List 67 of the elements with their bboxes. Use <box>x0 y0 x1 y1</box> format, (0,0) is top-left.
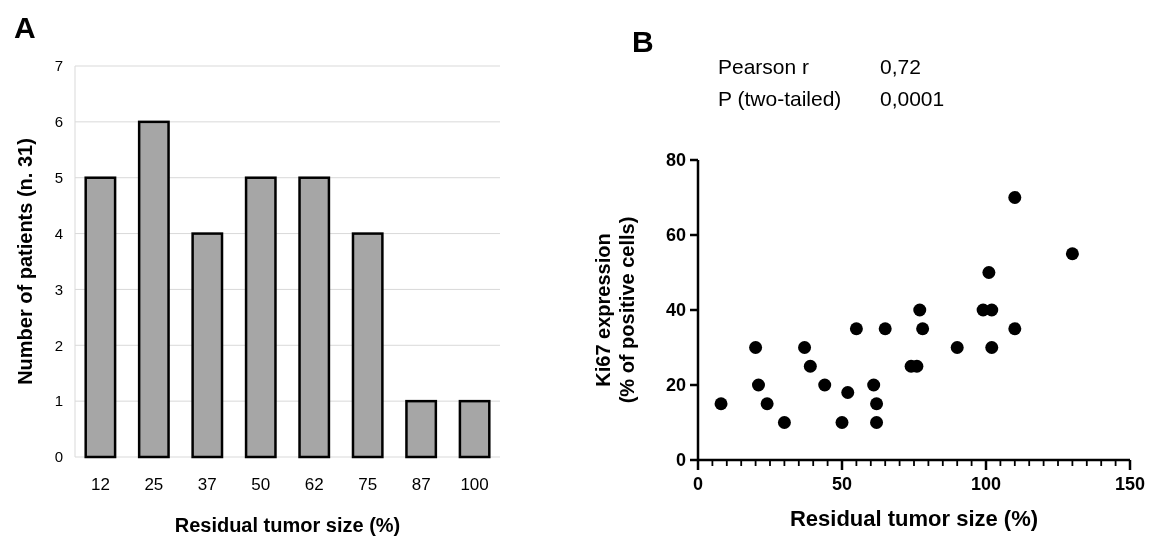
x-tick-label: 100 <box>460 475 489 494</box>
y-tick-label: 20 <box>665 375 686 396</box>
bar <box>244 176 277 459</box>
point <box>714 397 728 411</box>
point <box>878 322 892 336</box>
point <box>1008 322 1022 336</box>
point <box>985 341 999 354</box>
text: 0,0001 <box>880 87 945 110</box>
x-axis-title: Residual tumor size (%) <box>789 506 1039 531</box>
text: P (two-tailed) <box>718 87 842 110</box>
point <box>913 303 927 317</box>
bar <box>84 176 117 459</box>
x-tick-label: 25 <box>144 475 164 494</box>
x-tick-label: 62 <box>304 475 324 494</box>
point <box>870 416 884 429</box>
bar <box>137 120 170 459</box>
y-tick-label: 0 <box>54 448 63 466</box>
y-tick-label: 4 <box>54 224 63 242</box>
y-tick-label: 7 <box>54 57 63 75</box>
x-tick-label: 87 <box>411 475 431 494</box>
point <box>870 397 884 411</box>
y-tick-label: 2 <box>54 336 63 354</box>
point <box>867 378 881 392</box>
text: B <box>632 25 654 58</box>
point <box>1065 247 1079 261</box>
point <box>841 386 855 399</box>
point <box>950 341 964 354</box>
point <box>760 397 774 411</box>
x-tick-label: 100 <box>970 474 1002 494</box>
x-tick-label: 37 <box>197 475 217 494</box>
bar <box>191 232 224 459</box>
y-tick-label: 40 <box>665 300 686 321</box>
y-axis-title: Ki67 expression (% of positive cells) <box>592 216 638 404</box>
point <box>916 322 930 336</box>
bar <box>405 399 438 459</box>
point <box>803 359 817 373</box>
text: Pearson r <box>718 55 810 78</box>
y-tick-label: 3 <box>54 280 63 298</box>
point <box>982 266 996 279</box>
y-tick-label: 6 <box>54 113 63 131</box>
x-tick-label: 150 <box>1114 474 1146 494</box>
text: A <box>14 11 36 44</box>
point <box>985 303 999 317</box>
y-axis-title: Number of patients (n. 31) <box>14 138 36 385</box>
point <box>1008 191 1022 204</box>
bar <box>351 232 384 459</box>
x-tick-label: 50 <box>251 475 271 494</box>
y-tick-label: 60 <box>665 225 686 246</box>
x-tick-label: 0 <box>692 474 704 494</box>
x-tick-label: 12 <box>90 475 110 494</box>
point <box>749 341 763 354</box>
point <box>798 341 812 354</box>
y-tick-label: 5 <box>54 168 63 186</box>
y-tick-label: 80 <box>665 150 686 171</box>
x-tick-label: 50 <box>831 474 853 494</box>
y-tick-label: 0 <box>675 450 686 471</box>
bar <box>298 176 331 459</box>
x-axis-title: Residual tumor size (%) <box>174 514 401 536</box>
point <box>818 378 832 392</box>
text: 0,72 <box>880 55 921 78</box>
x-tick-label: 75 <box>358 475 378 494</box>
point <box>849 322 863 336</box>
bar <box>458 399 491 459</box>
point <box>835 416 849 429</box>
y-tick-label: 1 <box>54 392 63 410</box>
point <box>777 416 791 429</box>
point <box>751 378 765 392</box>
